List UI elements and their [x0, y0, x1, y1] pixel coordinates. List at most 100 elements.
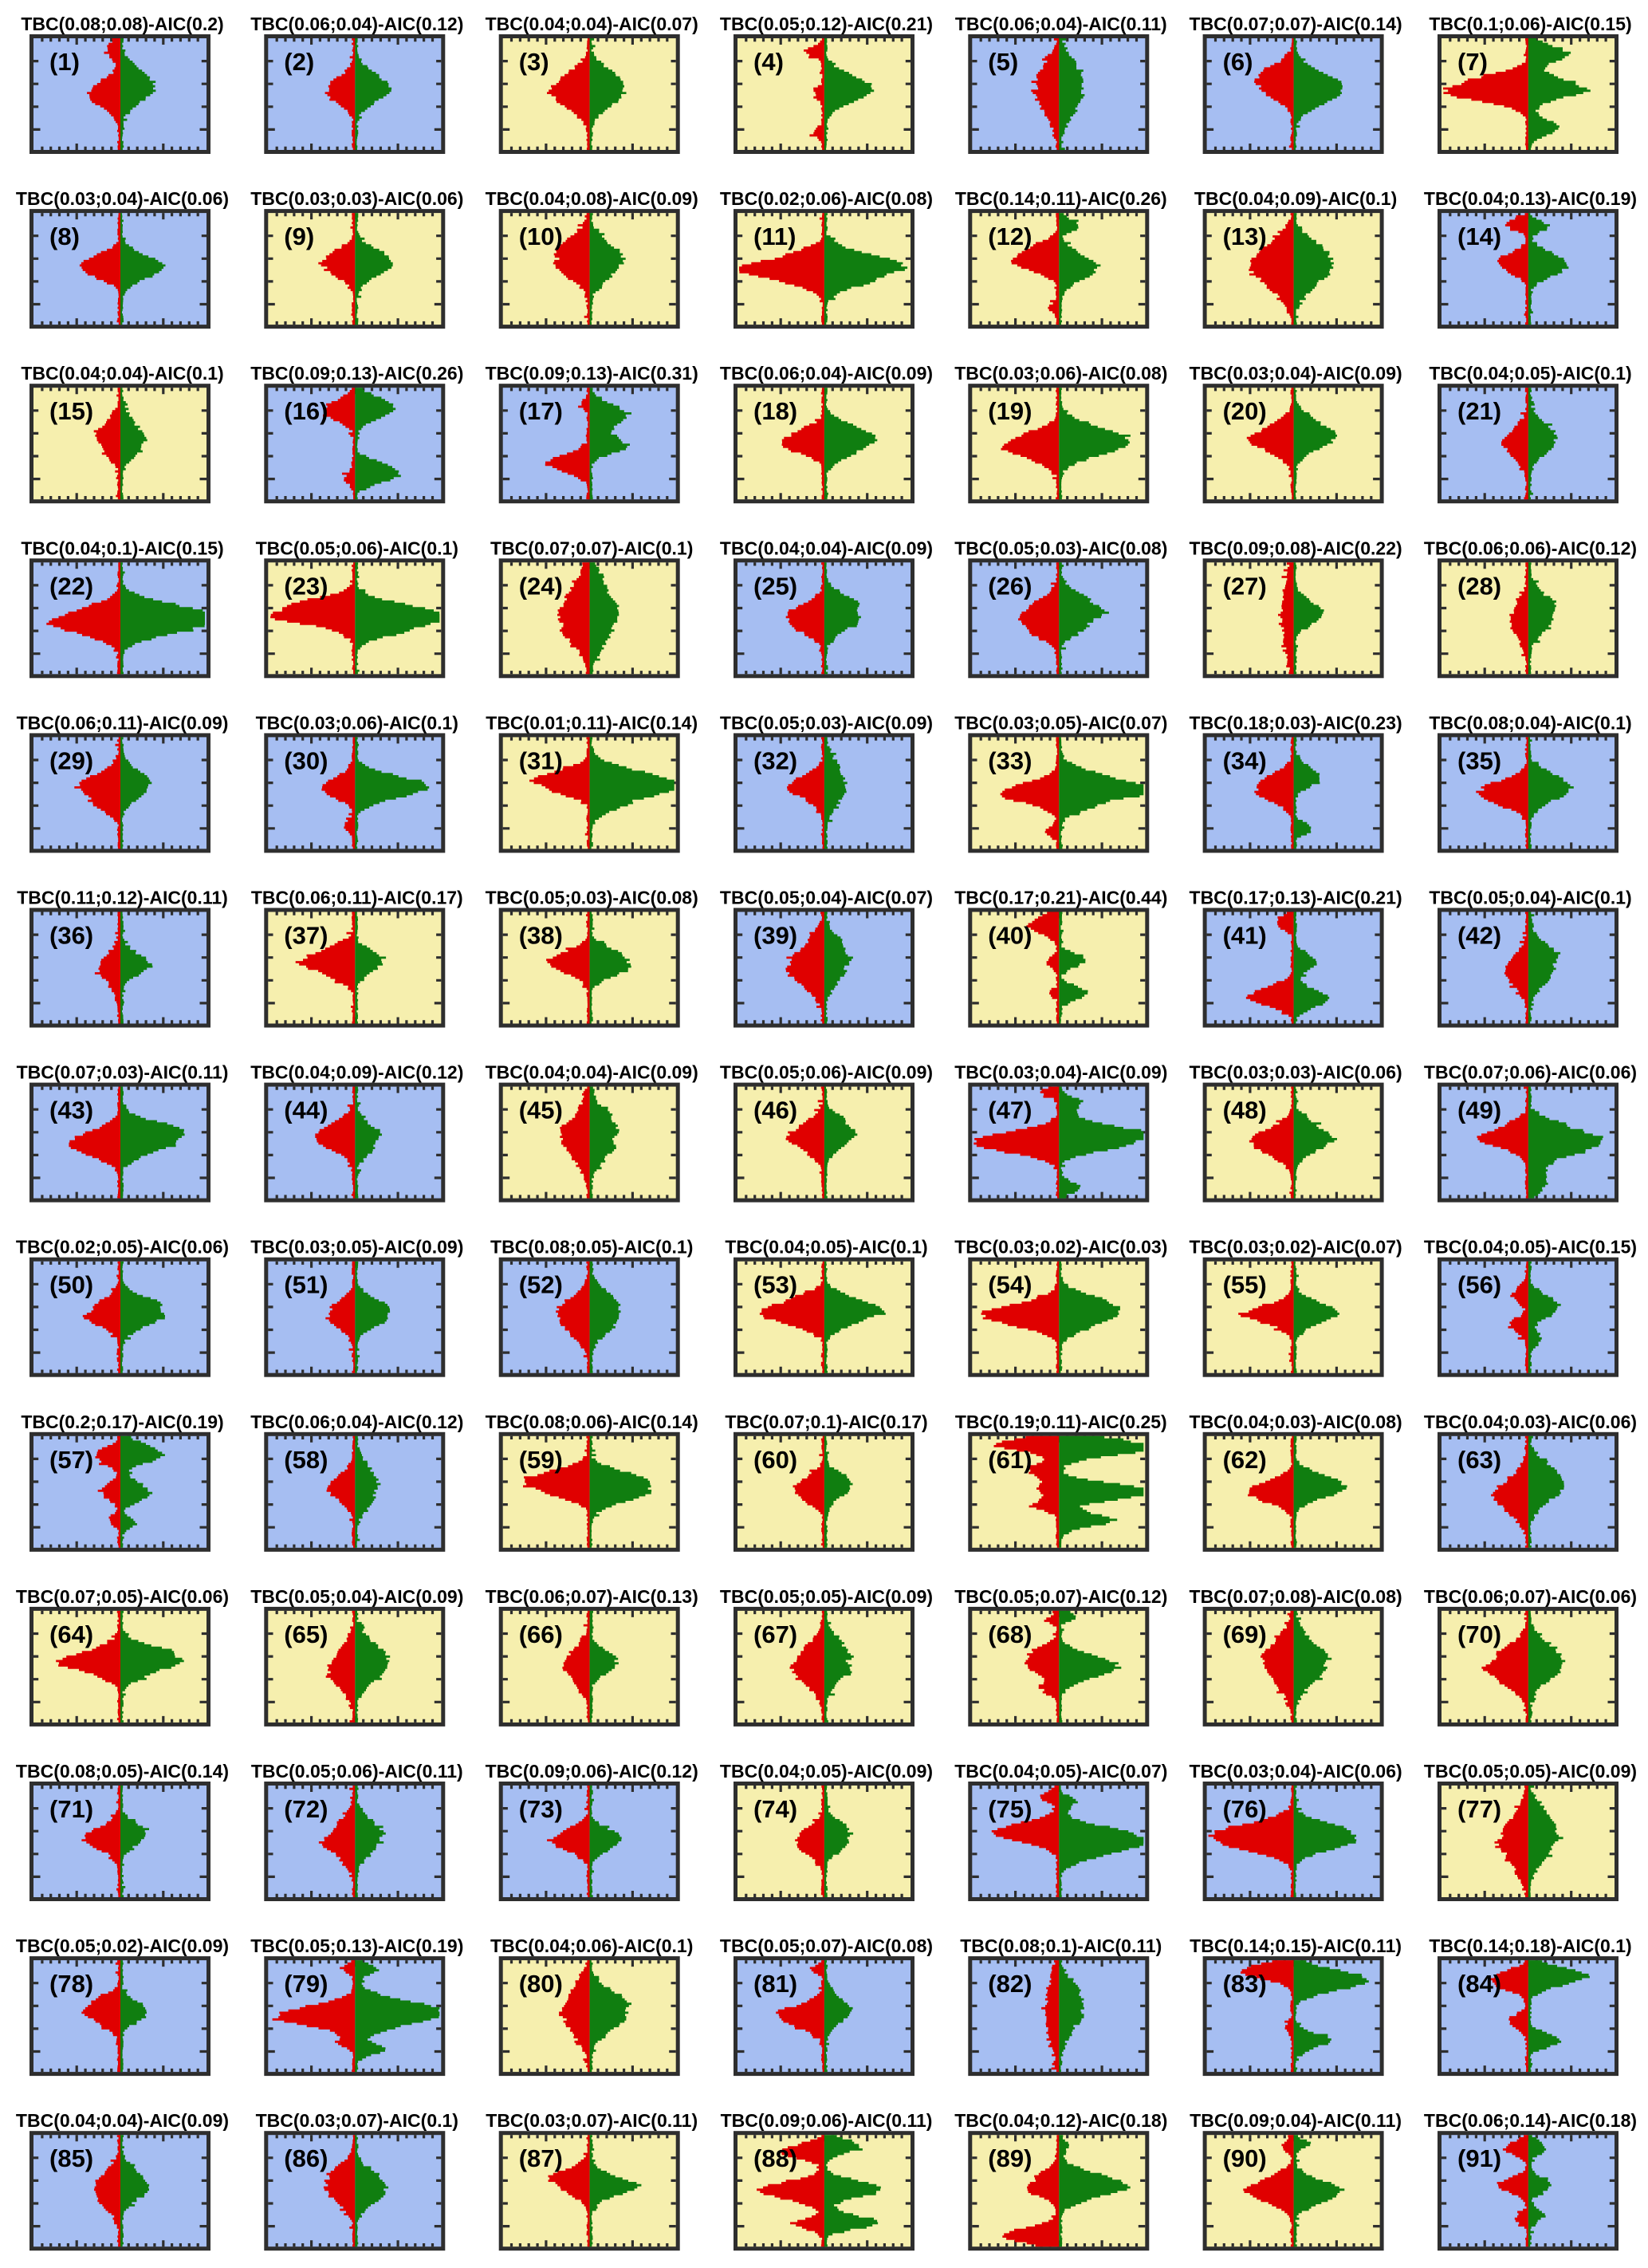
svg-text:(89): (89) [988, 2144, 1032, 2172]
svg-text:TBC(0.05;0.13)-AIC(0.19): TBC(0.05;0.13)-AIC(0.19) [250, 1935, 463, 1956]
svg-text:TBC(0.05;0.07)-AIC(0.08): TBC(0.05;0.07)-AIC(0.08) [720, 1935, 933, 1956]
svg-text:TBC(0.03;0.06)-AIC(0.08): TBC(0.03;0.06)-AIC(0.08) [954, 363, 1167, 384]
svg-text:TBC(0.03;0.04)-AIC(0.09): TBC(0.03;0.04)-AIC(0.09) [1190, 363, 1402, 384]
svg-text:TBC(0.02;0.05)-AIC(0.06): TBC(0.02;0.05)-AIC(0.06) [16, 1237, 229, 1258]
svg-text:(25): (25) [753, 572, 797, 600]
svg-text:(14): (14) [1457, 222, 1501, 250]
svg-text:TBC(0.09;0.04)-AIC(0.11): TBC(0.09;0.04)-AIC(0.11) [1190, 2110, 1402, 2131]
svg-text:TBC(0.06;0.07)-AIC(0.06): TBC(0.06;0.07)-AIC(0.06) [1424, 1586, 1637, 1607]
svg-text:TBC(0.06;0.07)-AIC(0.13): TBC(0.06;0.07)-AIC(0.13) [486, 1586, 698, 1607]
svg-text:(17): (17) [519, 397, 563, 425]
svg-text:(2): (2) [284, 48, 314, 76]
svg-text:(91): (91) [1457, 2144, 1501, 2172]
svg-text:(80): (80) [519, 1970, 563, 1998]
svg-text:(12): (12) [988, 222, 1032, 250]
svg-text:(24): (24) [519, 572, 563, 600]
svg-text:TBC(0.09;0.06)-AIC(0.12): TBC(0.09;0.06)-AIC(0.12) [486, 1761, 698, 1782]
svg-text:(63): (63) [1457, 1446, 1501, 1474]
svg-text:TBC(0.14;0.18)-AIC(0.1): TBC(0.14;0.18)-AIC(0.1) [1429, 1935, 1631, 1956]
svg-text:(73): (73) [519, 1795, 563, 1823]
svg-text:(61): (61) [988, 1446, 1032, 1474]
svg-text:(40): (40) [988, 922, 1032, 950]
svg-text:TBC(0.06;0.11)-AIC(0.09): TBC(0.06;0.11)-AIC(0.09) [17, 712, 229, 733]
svg-text:TBC(0.06;0.04)-AIC(0.09): TBC(0.06;0.04)-AIC(0.09) [720, 363, 933, 384]
svg-text:(8): (8) [49, 222, 80, 250]
svg-text:(87): (87) [519, 2144, 563, 2172]
svg-text:(59): (59) [519, 1446, 563, 1474]
svg-text:TBC(0.09;0.13)-AIC(0.31): TBC(0.09;0.13)-AIC(0.31) [486, 363, 698, 384]
svg-text:TBC(0.05;0.03)-AIC(0.08): TBC(0.05;0.03)-AIC(0.08) [954, 537, 1167, 558]
svg-text:(71): (71) [49, 1795, 93, 1823]
svg-text:TBC(0.11;0.12)-AIC(0.11): TBC(0.11;0.12)-AIC(0.11) [17, 888, 228, 908]
svg-text:TBC(0.08;0.08)-AIC(0.2): TBC(0.08;0.08)-AIC(0.2) [21, 14, 223, 34]
svg-text:(1): (1) [49, 48, 80, 76]
svg-text:(10): (10) [519, 222, 563, 250]
svg-text:TBC(0.03;0.05)-AIC(0.07): TBC(0.03;0.05)-AIC(0.07) [954, 712, 1167, 733]
svg-text:TBC(0.04;0.04)-AIC(0.1): TBC(0.04;0.04)-AIC(0.1) [21, 363, 223, 384]
svg-text:TBC(0.04;0.12)-AIC(0.18): TBC(0.04;0.12)-AIC(0.18) [954, 2110, 1167, 2131]
svg-text:(75): (75) [988, 1795, 1032, 1823]
svg-text:TBC(0.04;0.03)-AIC(0.06): TBC(0.04;0.03)-AIC(0.06) [1424, 1412, 1637, 1432]
svg-text:TBC(0.04;0.05)-AIC(0.15): TBC(0.04;0.05)-AIC(0.15) [1424, 1237, 1637, 1258]
svg-text:TBC(0.06;0.11)-AIC(0.17): TBC(0.06;0.11)-AIC(0.17) [251, 888, 463, 908]
svg-text:(27): (27) [1223, 572, 1267, 600]
svg-text:TBC(0.05;0.07)-AIC(0.12): TBC(0.05;0.07)-AIC(0.12) [954, 1586, 1167, 1607]
svg-text:TBC(0.17;0.21)-AIC(0.44): TBC(0.17;0.21)-AIC(0.44) [954, 888, 1167, 908]
svg-text:(60): (60) [753, 1446, 797, 1474]
svg-text:TBC(0.04;0.1)-AIC(0.15): TBC(0.04;0.1)-AIC(0.15) [21, 537, 223, 558]
svg-text:(23): (23) [284, 572, 328, 600]
svg-text:(39): (39) [753, 922, 797, 950]
svg-text:(74): (74) [753, 1795, 797, 1823]
svg-text:TBC(0.05;0.05)-AIC(0.09): TBC(0.05;0.05)-AIC(0.09) [1424, 1761, 1637, 1782]
svg-text:TBC(0.06;0.04)-AIC(0.12): TBC(0.06;0.04)-AIC(0.12) [250, 1412, 463, 1432]
svg-text:TBC(0.05;0.02)-AIC(0.09): TBC(0.05;0.02)-AIC(0.09) [16, 1935, 229, 1956]
svg-text:(65): (65) [284, 1620, 328, 1648]
svg-text:TBC(0.05;0.06)-AIC(0.1): TBC(0.05;0.06)-AIC(0.1) [256, 537, 458, 558]
svg-text:(58): (58) [284, 1446, 328, 1474]
svg-text:(13): (13) [1223, 222, 1267, 250]
svg-text:TBC(0.03;0.06)-AIC(0.1): TBC(0.03;0.06)-AIC(0.1) [256, 712, 458, 733]
svg-text:TBC(0.2;0.17)-AIC(0.19): TBC(0.2;0.17)-AIC(0.19) [21, 1412, 223, 1432]
svg-text:TBC(0.08;0.06)-AIC(0.14): TBC(0.08;0.06)-AIC(0.14) [486, 1412, 698, 1432]
svg-text:(70): (70) [1457, 1620, 1501, 1648]
svg-text:(79): (79) [284, 1970, 328, 1998]
svg-text:(36): (36) [49, 922, 93, 950]
svg-text:TBC(0.09;0.13)-AIC(0.26): TBC(0.09;0.13)-AIC(0.26) [250, 363, 463, 384]
svg-text:(46): (46) [753, 1097, 797, 1124]
svg-text:(48): (48) [1223, 1097, 1267, 1124]
svg-text:(44): (44) [284, 1097, 328, 1124]
svg-text:(57): (57) [49, 1446, 93, 1474]
svg-text:(11): (11) [753, 222, 796, 250]
svg-text:(15): (15) [49, 397, 93, 425]
svg-text:(43): (43) [49, 1097, 93, 1124]
svg-text:TBC(0.06;0.14)-AIC(0.18): TBC(0.06;0.14)-AIC(0.18) [1424, 2110, 1637, 2131]
svg-text:TBC(0.07;0.1)-AIC(0.17): TBC(0.07;0.1)-AIC(0.17) [725, 1412, 927, 1432]
svg-text:(45): (45) [519, 1097, 563, 1124]
svg-text:(26): (26) [988, 572, 1032, 600]
svg-text:(47): (47) [988, 1097, 1032, 1124]
svg-text:TBC(0.04;0.04)-AIC(0.09): TBC(0.04;0.04)-AIC(0.09) [486, 1062, 698, 1083]
svg-text:TBC(0.08;0.04)-AIC(0.1): TBC(0.08;0.04)-AIC(0.1) [1429, 712, 1631, 733]
svg-text:TBC(0.05;0.04)-AIC(0.1): TBC(0.05;0.04)-AIC(0.1) [1429, 888, 1631, 908]
svg-text:(5): (5) [988, 48, 1018, 76]
svg-text:(31): (31) [519, 746, 563, 774]
svg-text:(19): (19) [988, 397, 1032, 425]
svg-text:(69): (69) [1223, 1620, 1267, 1648]
svg-text:TBC(0.14;0.15)-AIC(0.11): TBC(0.14;0.15)-AIC(0.11) [1190, 1935, 1402, 1956]
svg-text:TBC(0.17;0.13)-AIC(0.21): TBC(0.17;0.13)-AIC(0.21) [1190, 888, 1402, 908]
svg-text:(34): (34) [1223, 746, 1267, 774]
svg-text:TBC(0.07;0.05)-AIC(0.06): TBC(0.07;0.05)-AIC(0.06) [16, 1586, 229, 1607]
svg-text:TBC(0.04;0.06)-AIC(0.1): TBC(0.04;0.06)-AIC(0.1) [490, 1935, 693, 1956]
svg-text:TBC(0.07;0.06)-AIC(0.06): TBC(0.07;0.06)-AIC(0.06) [1424, 1062, 1637, 1083]
svg-text:TBC(0.05;0.03)-AIC(0.08): TBC(0.05;0.03)-AIC(0.08) [486, 888, 698, 908]
svg-text:TBC(0.05;0.06)-AIC(0.09): TBC(0.05;0.06)-AIC(0.09) [720, 1062, 933, 1083]
svg-text:TBC(0.03;0.05)-AIC(0.09): TBC(0.03;0.05)-AIC(0.09) [250, 1237, 463, 1258]
svg-text:(35): (35) [1457, 746, 1501, 774]
svg-text:(77): (77) [1457, 1795, 1501, 1823]
svg-text:TBC(0.06;0.04)-AIC(0.11): TBC(0.06;0.04)-AIC(0.11) [955, 14, 1167, 34]
svg-text:(67): (67) [753, 1620, 797, 1648]
svg-text:TBC(0.04;0.05)-AIC(0.07): TBC(0.04;0.05)-AIC(0.07) [954, 1761, 1167, 1782]
svg-text:(6): (6) [1223, 48, 1253, 76]
svg-text:TBC(0.01;0.11)-AIC(0.14): TBC(0.01;0.11)-AIC(0.14) [486, 712, 698, 733]
svg-text:TBC(0.04;0.04)-AIC(0.07): TBC(0.04;0.04)-AIC(0.07) [486, 14, 698, 34]
